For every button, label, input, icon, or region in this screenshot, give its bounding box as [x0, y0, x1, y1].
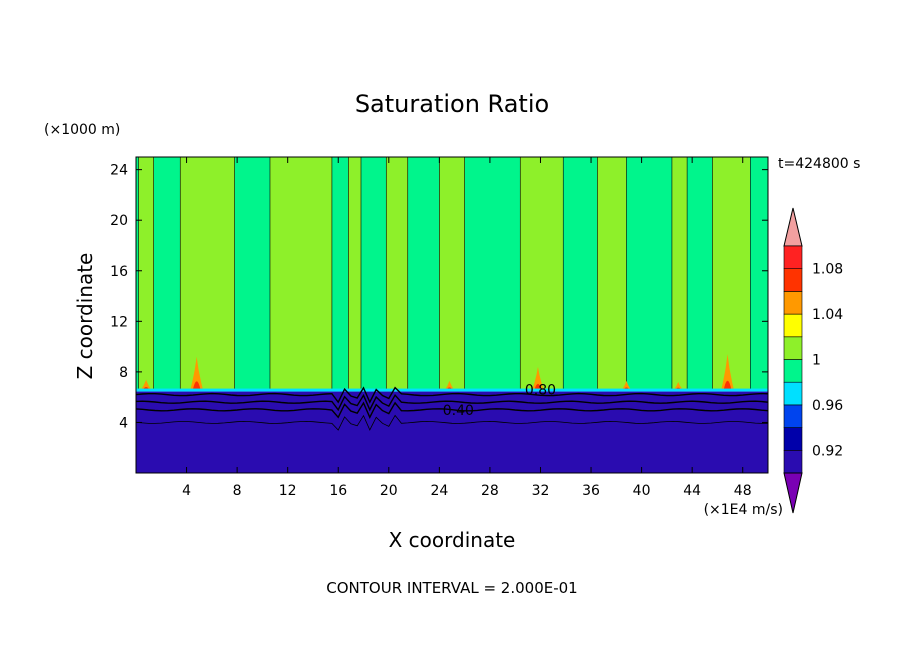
y-axis: 4 8 12 16 20 24 [110, 163, 768, 431]
contour-label-0: 0.40 [443, 403, 474, 419]
x-tick-label-6: 28 [481, 483, 499, 499]
time-label: t=424800 s [778, 156, 860, 172]
contour-line-2 [136, 401, 768, 419]
plume-6 [673, 381, 683, 390]
colorbar-tick-label-2: 1 [812, 353, 821, 369]
colorbar-box-1 [783, 427, 803, 451]
x-tick-label-11: 48 [734, 483, 752, 499]
plume-core-1 [534, 383, 542, 390]
green-band-8 [671, 157, 688, 390]
x-units-label: (×1E4 m/s) [704, 502, 783, 518]
colorbar-box-2 [783, 404, 803, 428]
colorbar-box-9 [783, 245, 803, 270]
plume-core-0 [192, 381, 201, 390]
y-tick-label-0: 4 [119, 415, 128, 431]
x-tick-label-0: 4 [182, 483, 191, 499]
chart-title: Saturation Ratio [355, 90, 549, 118]
plume-4 [445, 380, 454, 390]
y-tick-label-2: 12 [110, 314, 128, 330]
green-band-0 [138, 157, 154, 390]
plume-2 [721, 354, 734, 390]
plume-core-2 [723, 380, 732, 390]
colorbar-box-5 [783, 336, 803, 360]
y-tick-label-5: 24 [110, 163, 128, 179]
colorbar-tick-label-4: 1.08 [812, 262, 843, 278]
x-axis: 4 8 12 16 20 24 28 32 36 40 44 48 [182, 157, 752, 499]
lower-region [136, 391, 768, 473]
x-tick-label-4: 20 [380, 483, 398, 499]
green-band-7 [597, 157, 627, 390]
colorbar-box-7 [783, 291, 803, 315]
plume-3 [141, 379, 152, 390]
x-tick-label-5: 24 [430, 483, 448, 499]
contour-interval-footer: CONTOUR INTERVAL = 2.000E-01 [326, 579, 577, 597]
contour-line-3 [136, 414, 768, 431]
colorbar-box-4 [783, 359, 803, 383]
x-tick-label-8: 36 [582, 483, 600, 499]
colorbar-tick-label-0: 0.92 [812, 443, 843, 459]
colorbar-box-8 [783, 268, 803, 292]
y-axis-label: Z coordinate [73, 253, 97, 380]
x-tick-label-9: 40 [633, 483, 651, 499]
colorbar-box-6 [783, 313, 803, 338]
x-axis-label: X coordinate [389, 528, 516, 552]
colorbar-top-triangle [783, 207, 803, 247]
y-units-label: (×1000 m) [44, 122, 120, 138]
green-band-9 [712, 157, 751, 390]
x-tick-label-7: 32 [532, 483, 550, 499]
colorbar-tick-label-3: 1.04 [812, 307, 843, 323]
plume-1 [532, 366, 544, 390]
field-area: 0.40 0.80 [136, 157, 768, 473]
x-tick-label-3: 16 [329, 483, 347, 499]
y-tick-label-4: 20 [110, 213, 128, 229]
colorbar-box-3 [783, 381, 803, 406]
x-tick-label-1: 8 [233, 483, 242, 499]
contour-line-1 [136, 393, 768, 412]
x-tick-label-10: 44 [683, 483, 701, 499]
plume-5 [622, 380, 631, 390]
green-band-1 [179, 157, 235, 390]
plot-frame [135, 156, 769, 474]
colorbar-box-0 [783, 449, 803, 474]
transition-band [136, 388, 768, 392]
colorbar-bottom-triangle [783, 472, 803, 514]
x-tick-label-2: 12 [279, 483, 297, 499]
contour-line-0 [136, 386, 768, 404]
colorbar-tick-label-1: 0.96 [812, 398, 843, 414]
plume-0 [190, 356, 203, 390]
y-tick-label-1: 8 [119, 365, 128, 381]
green-band-4 [385, 157, 409, 390]
green-band-2 [269, 157, 333, 390]
y-tick-label-3: 16 [110, 264, 128, 280]
green-band-5 [439, 157, 465, 390]
colorbar: 0.92 0.96 1 1.04 1.08 [783, 207, 843, 514]
green-band-6 [519, 157, 564, 390]
contour-label-1: 0.80 [525, 383, 556, 399]
green-band-3 [348, 157, 362, 390]
